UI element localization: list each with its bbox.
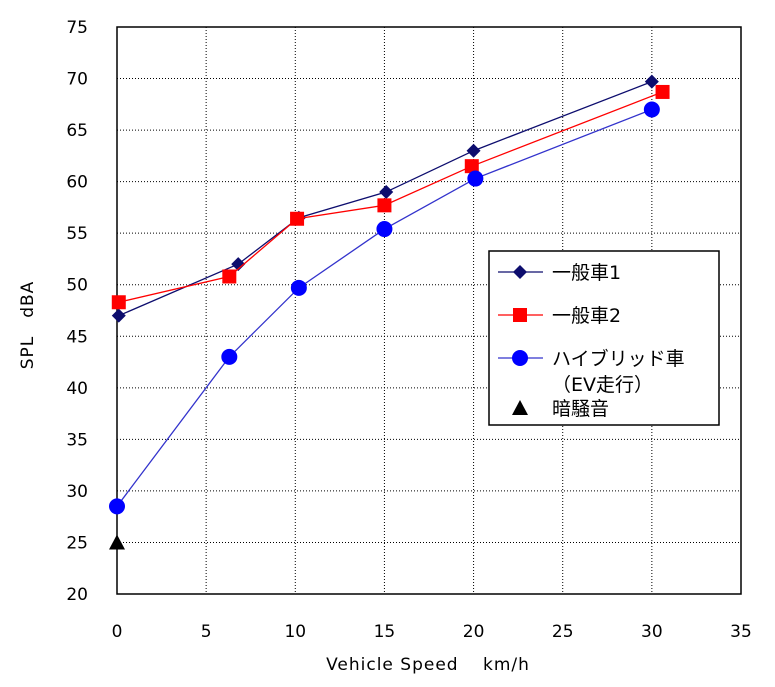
data-point bbox=[109, 498, 125, 515]
legend-item: 暗騒音 bbox=[512, 398, 609, 420]
legend-label: 一般車1 bbox=[552, 262, 621, 284]
data-point bbox=[643, 101, 660, 118]
y-tick-label: 75 bbox=[66, 18, 88, 38]
data-point bbox=[290, 279, 307, 296]
x-tick-label: 5 bbox=[201, 622, 212, 642]
legend-label: 一般車2 bbox=[552, 305, 621, 327]
x-tick-label: 10 bbox=[284, 622, 306, 642]
x-tick-label: 20 bbox=[463, 622, 485, 642]
data-point bbox=[231, 257, 246, 272]
x-tick-label: 15 bbox=[374, 622, 396, 642]
data-point bbox=[290, 211, 305, 226]
y-tick-label: 45 bbox=[66, 327, 88, 347]
y-tick-label: 65 bbox=[66, 121, 88, 141]
data-point bbox=[467, 170, 484, 187]
y-tick-label: 70 bbox=[66, 70, 88, 90]
y-axis-title: SPL dBA bbox=[18, 281, 38, 370]
data-point bbox=[376, 221, 393, 238]
y-tick-label: 55 bbox=[66, 224, 88, 244]
tick-labels: 0 5 10 15 20 25 30 35 20 25 30 35 40 45 50 55 60 65 70 75 bbox=[66, 18, 751, 642]
data-point bbox=[111, 295, 126, 310]
legend-item: ハイブリッド車 （EV走行） bbox=[498, 347, 685, 396]
data-point bbox=[109, 534, 125, 550]
y-tick-label: 35 bbox=[66, 430, 88, 450]
y-tick-label: 50 bbox=[66, 276, 88, 296]
y-tick-label: 60 bbox=[66, 173, 88, 193]
series-layer bbox=[109, 74, 670, 550]
legend-label-line2: （EV走行） bbox=[552, 374, 653, 396]
legend-marker bbox=[512, 350, 528, 366]
data-point bbox=[377, 198, 392, 213]
data-point bbox=[221, 348, 238, 365]
series-line bbox=[118, 91, 663, 303]
legend-item: 一般車1 bbox=[498, 262, 621, 284]
y-tick-label: 40 bbox=[66, 379, 88, 399]
data-point bbox=[655, 84, 670, 99]
y-tick-label: 25 bbox=[66, 533, 88, 553]
legend-label: 暗騒音 bbox=[552, 398, 609, 420]
data-point bbox=[466, 143, 481, 158]
legend-item: 一般車2 bbox=[498, 305, 621, 327]
y-tick-label: 20 bbox=[66, 585, 88, 605]
series-line bbox=[118, 81, 653, 317]
legend-box bbox=[488, 250, 720, 426]
legend-marker bbox=[513, 265, 527, 279]
series-line bbox=[116, 108, 653, 507]
x-tick-label: 30 bbox=[641, 622, 663, 642]
series-4 bbox=[109, 534, 125, 550]
legend: 一般車1 一般車2 ハイブリッド車 （EV走行）暗騒音 bbox=[488, 250, 720, 426]
x-tick-label: 0 bbox=[112, 622, 123, 642]
data-point bbox=[111, 308, 126, 323]
x-axis-title: Vehicle Speed km/h bbox=[326, 655, 530, 675]
data-point bbox=[644, 74, 659, 89]
series-1 bbox=[111, 74, 659, 323]
legend-marker bbox=[512, 400, 528, 415]
data-point bbox=[464, 159, 479, 174]
data-point bbox=[379, 184, 394, 199]
x-tick-label: 25 bbox=[552, 622, 574, 642]
legend-label: ハイブリッド車 bbox=[552, 347, 685, 370]
series-2 bbox=[111, 84, 670, 310]
legend-marker bbox=[513, 308, 527, 322]
series-3 bbox=[109, 101, 660, 515]
data-point bbox=[222, 269, 237, 284]
y-tick-label: 30 bbox=[66, 482, 88, 502]
x-tick-label: 35 bbox=[730, 622, 752, 642]
